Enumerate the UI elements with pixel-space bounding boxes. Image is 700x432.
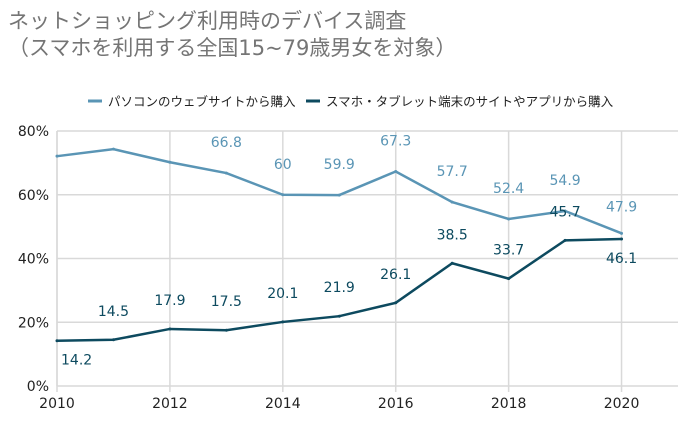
chart-title: ネットショッピング利用時のデバイス調査 （スマホを利用する全国15~79歳男女を… — [8, 9, 457, 60]
data-label: 38.5 — [437, 227, 468, 243]
data-label: 17.9 — [154, 293, 185, 309]
data-point — [55, 339, 59, 343]
y-tick-label: 80% — [18, 124, 49, 140]
data-point — [563, 238, 567, 242]
legend-label: パソコンのウェブサイトから購入 — [108, 94, 296, 109]
data-label: 47.9 — [606, 199, 637, 215]
data-point — [337, 314, 341, 318]
data-label: 21.9 — [324, 280, 355, 296]
data-point — [224, 171, 228, 175]
data-point — [507, 277, 511, 281]
data-point — [55, 154, 59, 158]
y-tick-label: 20% — [18, 315, 49, 331]
data-point — [450, 261, 454, 265]
data-label: 20.1 — [267, 286, 298, 302]
x-tick-label: 2010 — [39, 396, 75, 412]
x-tick-label: 2016 — [378, 396, 414, 412]
data-label: 54.9 — [550, 173, 581, 189]
data-point — [281, 320, 285, 324]
data-label: 26.1 — [380, 267, 411, 283]
data-point — [168, 160, 172, 164]
data-label: 14.2 — [61, 353, 92, 369]
x-tick-label: 2014 — [265, 396, 301, 412]
y-tick-label: 0% — [27, 379, 49, 395]
data-label: 52.4 — [493, 181, 524, 197]
x-tick-label: 2020 — [604, 396, 640, 412]
data-point — [394, 169, 398, 173]
data-label: 59.9 — [324, 157, 355, 173]
y-tick-label: 60% — [18, 188, 49, 204]
data-point — [394, 301, 398, 305]
data-point — [620, 231, 624, 235]
data-label: 14.5 — [98, 304, 129, 320]
data-point — [111, 338, 115, 342]
data-point — [450, 200, 454, 204]
data-label: 66.8 — [211, 135, 242, 151]
data-point — [337, 193, 341, 197]
data-label: 57.7 — [437, 164, 468, 180]
data-point — [168, 327, 172, 331]
data-label: 33.7 — [493, 243, 524, 259]
data-label: 45.7 — [550, 204, 581, 220]
data-label: 46.1 — [606, 251, 637, 267]
legend-label: スマホ・タブレット端末のサイトやアプリから購入 — [326, 94, 614, 109]
data-point — [111, 147, 115, 151]
data-label: 67.3 — [380, 133, 411, 149]
data-label: 60 — [274, 157, 292, 173]
data-point — [224, 328, 228, 332]
y-tick-label: 40% — [18, 252, 49, 268]
x-tick-label: 2012 — [152, 396, 188, 412]
data-label: 17.5 — [211, 294, 242, 310]
data-point — [563, 209, 567, 213]
data-point — [281, 193, 285, 197]
data-point — [507, 217, 511, 221]
data-point — [620, 237, 624, 241]
x-tick-label: 2018 — [491, 396, 527, 412]
